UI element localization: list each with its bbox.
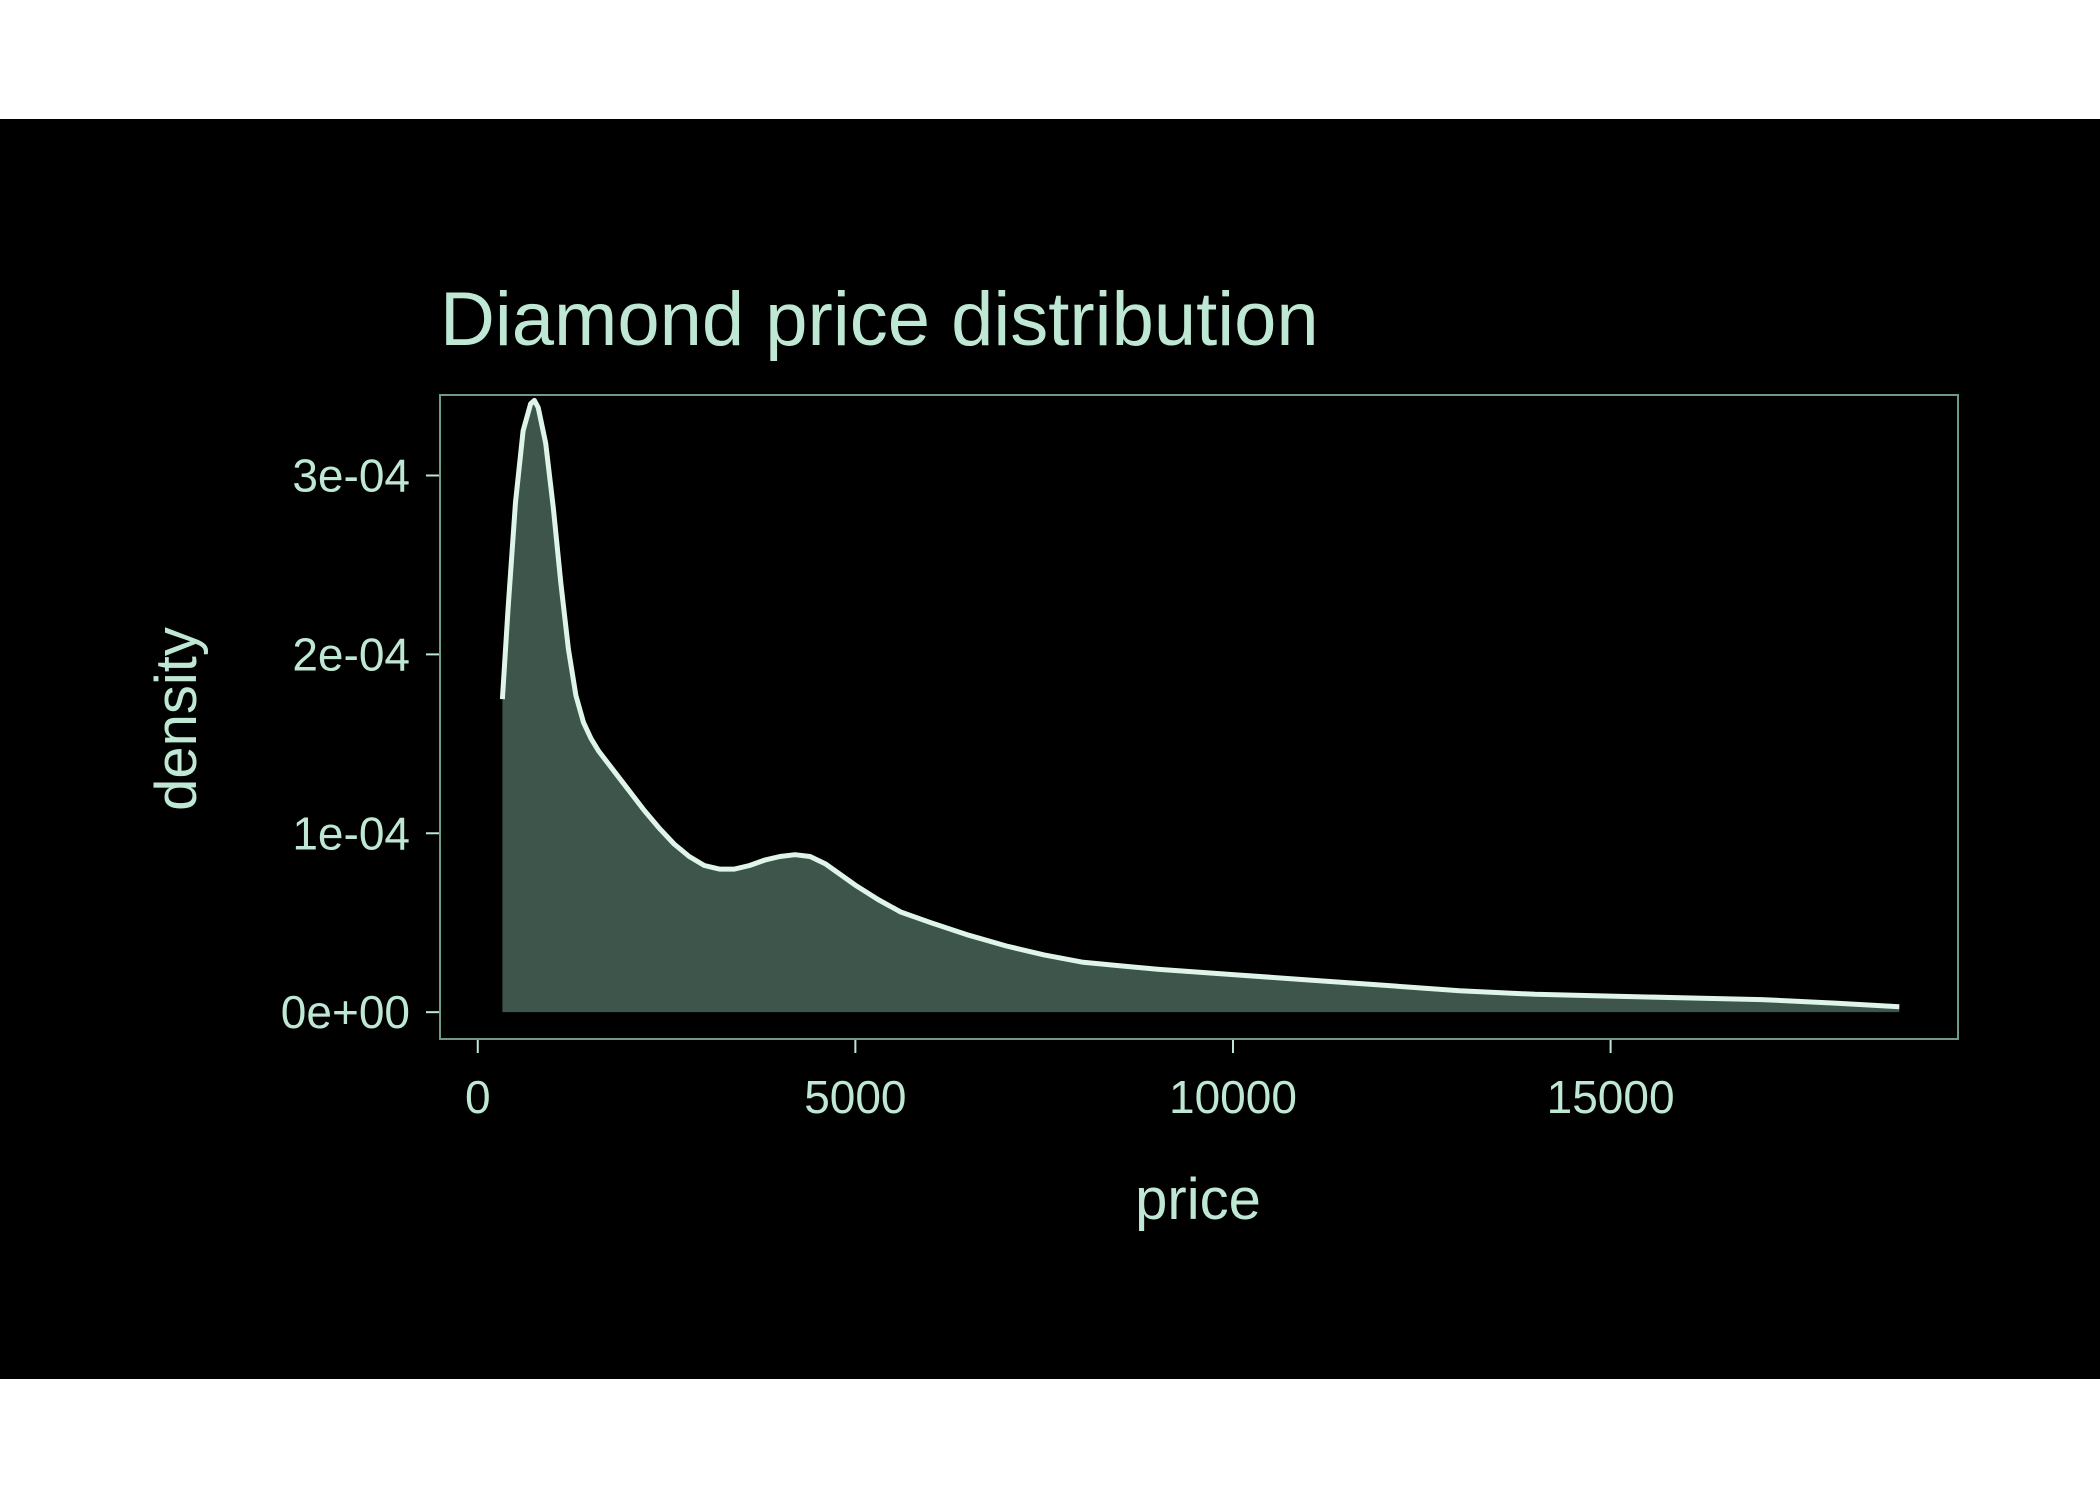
y-axis: 0e+00 1e-04 2e-04 3e-04 [281, 450, 440, 1038]
chart-canvas: Diamond price distribution price density… [0, 119, 2100, 1379]
y-axis-label: density [144, 627, 209, 811]
x-axis: 0 5000 10000 15000 [465, 1039, 1675, 1123]
x-tick-label: 10000 [1169, 1071, 1297, 1123]
density-curve [499, 397, 1900, 1010]
density-chart: Diamond price distribution price density… [144, 277, 1959, 1232]
density-curve-group [499, 397, 1900, 1010]
x-tick-label: 5000 [804, 1071, 906, 1123]
x-tick-label: 15000 [1547, 1071, 1675, 1123]
x-tick-label: 0 [465, 1071, 491, 1123]
chart-title: Diamond price distribution [440, 277, 1319, 362]
density-fill [502, 400, 1900, 1013]
density-area [502, 400, 1900, 1013]
plot-frame [439, 394, 1959, 1040]
y-tick-label: 1e-04 [292, 807, 410, 859]
y-tick-label: 2e-04 [292, 628, 410, 680]
x-axis-label: price [1135, 1167, 1261, 1232]
y-tick-label: 3e-04 [292, 450, 410, 502]
y-tick-label: 0e+00 [281, 986, 410, 1038]
